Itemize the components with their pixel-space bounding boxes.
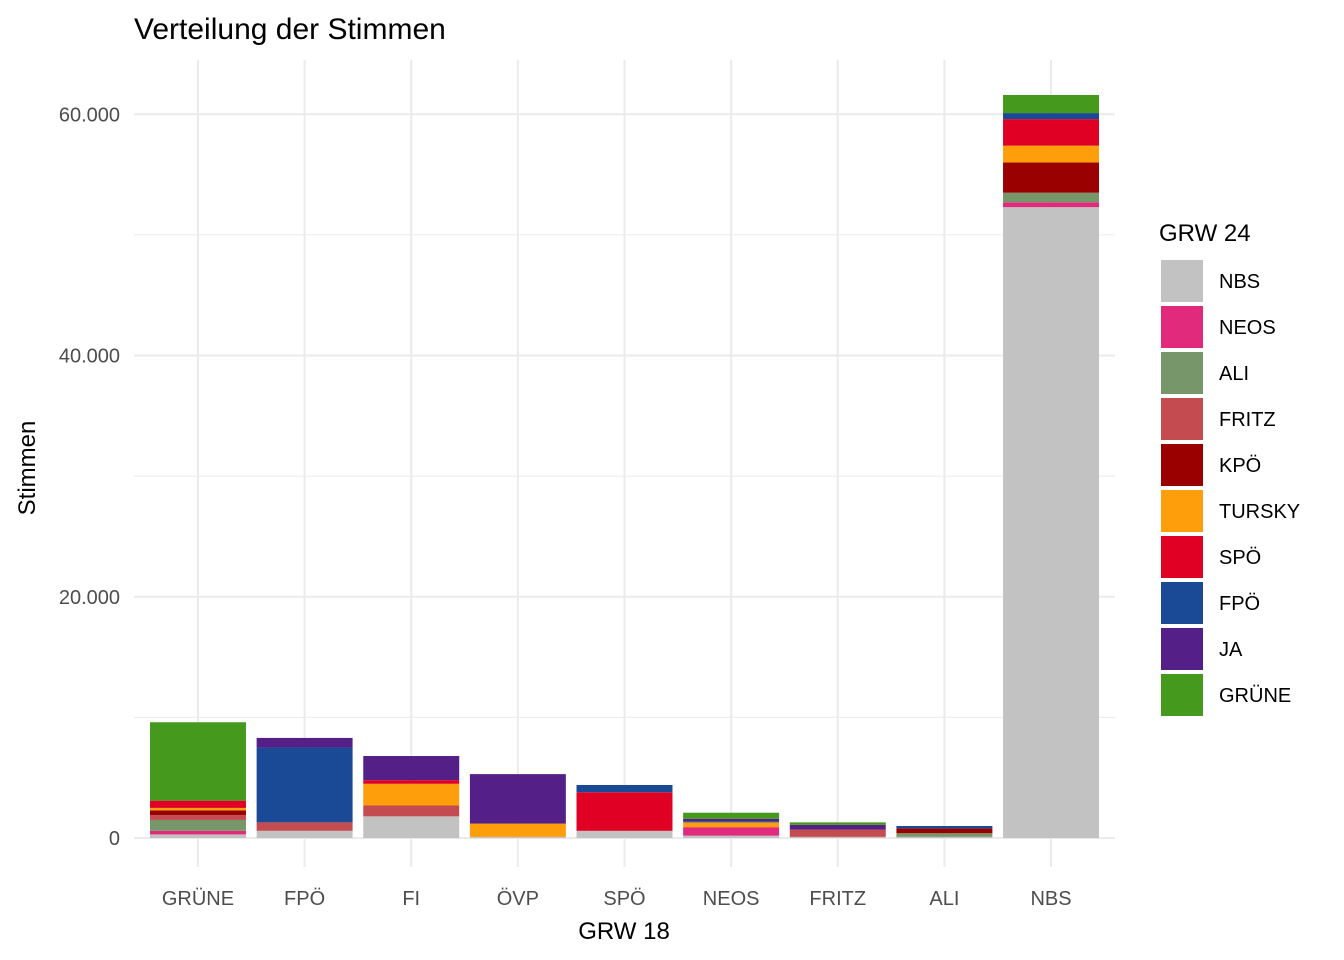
bar-segment xyxy=(1003,202,1100,208)
bar-segment xyxy=(149,815,246,820)
bar-segment xyxy=(149,834,246,839)
bar-segment xyxy=(576,830,673,839)
grid-lines xyxy=(134,60,1115,867)
x-axis-ticks: GRÜNE FPÖ FI ÖVP SPÖ NEOS FRITZ ALI NBS xyxy=(162,888,1072,910)
y-tick-label: 0 xyxy=(109,828,120,850)
bar-segment xyxy=(789,822,886,825)
legend-label: FRITZ xyxy=(1219,409,1276,431)
bar-segment xyxy=(789,829,886,837)
bar-segment xyxy=(149,807,246,811)
legend-label: FPÖ xyxy=(1219,593,1260,615)
bar-stack xyxy=(576,784,673,839)
y-axis-title: Stimmen xyxy=(14,421,41,516)
y-tick-label: 20.000 xyxy=(59,587,120,609)
x-tick-label: ÖVP xyxy=(497,888,539,910)
bars xyxy=(149,94,1100,839)
legend-swatch xyxy=(1161,536,1203,578)
bar-segment xyxy=(576,792,673,831)
bar-segment xyxy=(1003,94,1100,114)
legend-swatch xyxy=(1161,674,1203,716)
bar-segment xyxy=(149,800,246,808)
bar-segment xyxy=(896,836,993,839)
bar-segment xyxy=(256,747,353,823)
legend-label: KPÖ xyxy=(1219,455,1261,477)
bar-segment xyxy=(1003,207,1100,839)
legend-title: GRW 24 xyxy=(1159,220,1251,247)
chart-title: Verteilung der Stimmen xyxy=(134,13,446,46)
bar-segment xyxy=(363,780,460,784)
bar-segment xyxy=(896,825,993,829)
bar-segment xyxy=(789,824,886,830)
bar-segment xyxy=(683,822,780,828)
x-tick-label: GRÜNE xyxy=(162,888,234,910)
bar-segment xyxy=(469,774,566,824)
bar-stack xyxy=(1003,94,1100,839)
x-axis-title: GRW 18 xyxy=(578,918,670,945)
y-tick-label: 40.000 xyxy=(59,346,120,368)
bar-segment xyxy=(363,805,460,817)
bar-segment xyxy=(1003,119,1100,146)
y-tick-label: 60.000 xyxy=(59,104,120,126)
legend-label: GRÜNE xyxy=(1219,685,1291,707)
bar-segment xyxy=(1003,192,1100,203)
bar-stack xyxy=(789,822,886,839)
legend-label: NEOS xyxy=(1219,317,1276,339)
bar-segment xyxy=(1003,113,1100,120)
legend-swatch xyxy=(1161,306,1203,348)
bar-segment xyxy=(683,835,780,839)
bar-stack xyxy=(896,825,993,839)
bar-segment xyxy=(363,816,460,839)
y-axis-ticks: 0 20.000 40.000 60.000 xyxy=(59,104,120,850)
bar-segment xyxy=(1003,145,1100,163)
x-tick-label: FPÖ xyxy=(284,888,325,910)
bar-segment xyxy=(683,812,780,819)
x-tick-label: NEOS xyxy=(703,888,760,910)
x-tick-label: NBS xyxy=(1030,888,1071,910)
legend-swatch xyxy=(1161,352,1203,394)
bar-segment xyxy=(256,830,353,839)
x-tick-label: FI xyxy=(402,888,420,910)
legend-swatch xyxy=(1161,260,1203,302)
legend-label: ALI xyxy=(1219,363,1249,385)
bar-segment xyxy=(576,784,673,793)
bar-segment xyxy=(789,836,886,839)
bar-stack xyxy=(363,756,460,839)
legend: GRW 24 NBS NEOS ALI FRITZ KPÖ TURSKY SPÖ FPÖ JA G… xyxy=(1159,220,1300,716)
legend-swatch xyxy=(1161,444,1203,486)
bar-segment xyxy=(469,836,566,839)
bar-segment xyxy=(683,821,780,823)
bar-segment xyxy=(363,756,460,781)
legend-swatch xyxy=(1161,628,1203,670)
legend-swatch xyxy=(1161,582,1203,624)
legend-label: JA xyxy=(1219,639,1243,661)
bar-stack xyxy=(149,722,246,839)
legend-label: TURSKY xyxy=(1219,501,1300,523)
bar-stack xyxy=(683,812,780,839)
bar-stack xyxy=(469,774,566,839)
x-tick-label: ALI xyxy=(929,888,959,910)
legend-label: NBS xyxy=(1219,271,1260,293)
x-tick-label: SPÖ xyxy=(603,888,645,910)
bar-segment xyxy=(469,823,566,837)
bar-segment xyxy=(683,827,780,836)
x-tick-label: FRITZ xyxy=(809,888,866,910)
bar-segment xyxy=(896,833,993,837)
bar-segment xyxy=(149,722,246,801)
legend-label: SPÖ xyxy=(1219,547,1261,569)
legend-swatch xyxy=(1161,398,1203,440)
bar-segment xyxy=(896,828,993,834)
bar-segment xyxy=(149,819,246,831)
bar-segment xyxy=(256,737,353,748)
bar-segment xyxy=(683,818,780,822)
bar-segment xyxy=(149,810,246,816)
legend-swatch xyxy=(1161,490,1203,532)
bar-segment xyxy=(256,822,353,831)
bar-segment xyxy=(363,783,460,806)
bar-stack xyxy=(256,737,353,839)
bar-segment xyxy=(149,830,246,835)
bar-segment xyxy=(1003,162,1100,193)
